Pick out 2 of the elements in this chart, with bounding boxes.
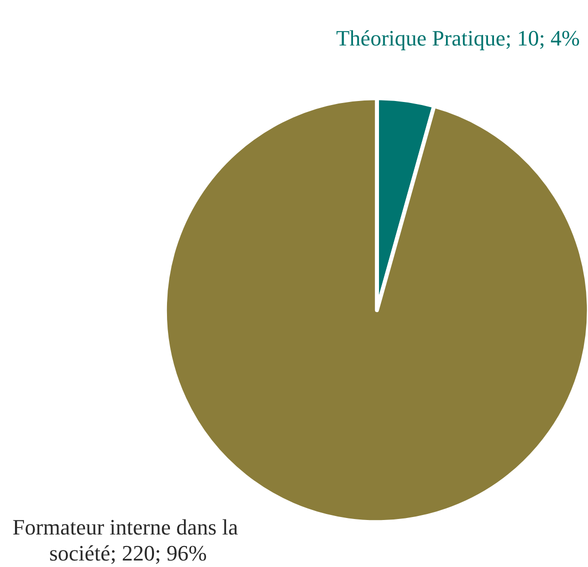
slice-label: Théorique Pratique; 10; 4% — [336, 26, 580, 50]
slice-label: Formateur interne dans la société; 220; 96% — [12, 514, 244, 566]
